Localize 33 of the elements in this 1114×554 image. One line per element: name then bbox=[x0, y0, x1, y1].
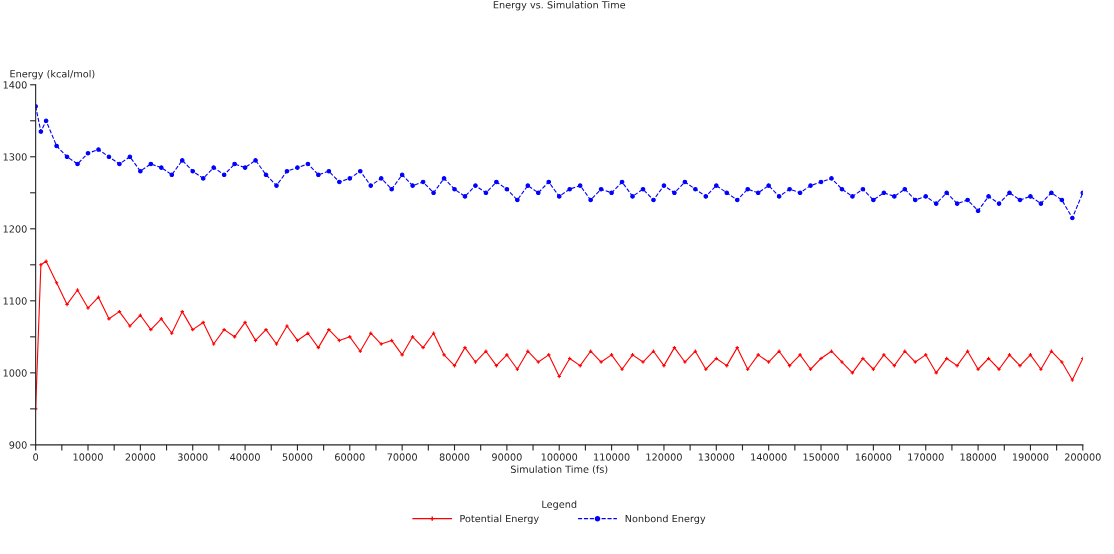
x-tick-label: 80000 bbox=[439, 453, 470, 461]
x-tick-label: 160000 bbox=[855, 453, 892, 461]
x-tick-label: 0 bbox=[33, 453, 39, 461]
y-tick-label: 1200 bbox=[3, 225, 27, 233]
x-tick-label: 20000 bbox=[125, 453, 156, 461]
x-tick-label: 90000 bbox=[492, 453, 522, 461]
x-tick-label: 100000 bbox=[541, 453, 578, 461]
legend-label: Potential Energy bbox=[460, 514, 539, 525]
x-tick-label: 30000 bbox=[178, 453, 208, 461]
x-tick-label: 180000 bbox=[960, 453, 996, 461]
legend-label: Nonbond Energy bbox=[625, 514, 706, 525]
y-tick-label: 1400 bbox=[3, 81, 27, 89]
x-tick-label: 110000 bbox=[594, 453, 630, 461]
x-tick-label: 150000 bbox=[803, 453, 839, 461]
x-tick-label: 50000 bbox=[282, 453, 313, 461]
x-tick-label: 140000 bbox=[751, 453, 787, 461]
x-tick-label: 10000 bbox=[73, 453, 103, 461]
x-tick-label: 170000 bbox=[908, 453, 944, 461]
y-tick-label: 1100 bbox=[3, 297, 27, 305]
x-tick-label: 200000 bbox=[1064, 453, 1101, 461]
y-tick-label: 900 bbox=[9, 441, 27, 449]
x-tick-label: 60000 bbox=[335, 453, 365, 461]
x-tick-label: 40000 bbox=[230, 453, 260, 461]
x-tick-label: 120000 bbox=[646, 453, 682, 461]
chart-title: Energy vs. Simulation Time bbox=[493, 0, 626, 11]
x-tick-label: 130000 bbox=[698, 453, 735, 461]
x-tick-label: 190000 bbox=[1012, 453, 1049, 461]
x-tick-label: 70000 bbox=[387, 453, 417, 461]
legend-title: Legend bbox=[542, 500, 577, 510]
y-axis-title: Energy (kcal/mol) bbox=[10, 69, 95, 80]
y-tick-label: 1000 bbox=[3, 369, 27, 377]
x-axis-title: Simulation Time (fs) bbox=[510, 465, 608, 475]
y-tick-label: 1300 bbox=[3, 153, 27, 161]
